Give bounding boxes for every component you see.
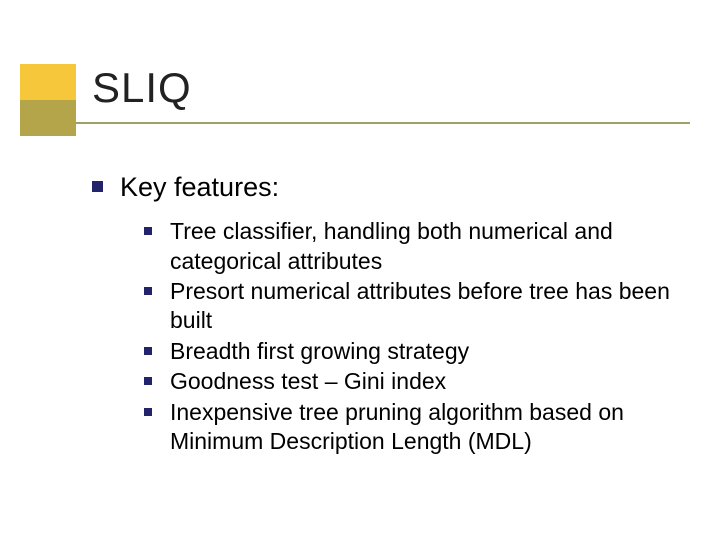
title-underline <box>76 122 690 124</box>
level2-text: Tree classifier, handling both numerical… <box>170 217 680 276</box>
bullet-level2: Tree classifier, handling both numerical… <box>144 217 680 276</box>
level2-text: Goodness test – Gini index <box>170 367 680 396</box>
title-decoration-bottom <box>20 100 76 136</box>
bullet-level1: Key features: Tree classifier, handling … <box>92 170 680 457</box>
bullet-level2: Inexpensive tree pruning algorithm based… <box>144 398 680 457</box>
content-area: Key features: Tree classifier, handling … <box>92 170 680 467</box>
square-bullet-icon <box>92 181 103 192</box>
square-bullet-icon <box>144 227 152 235</box>
square-bullet-icon <box>144 408 152 416</box>
bullet-level2: Presort numerical attributes before tree… <box>144 277 680 336</box>
square-bullet-icon <box>144 347 152 355</box>
square-bullet-icon <box>144 287 152 295</box>
slide-title: SLIQ <box>92 64 192 112</box>
title-decoration-top <box>20 64 76 100</box>
bullet-level2: Breadth first growing strategy <box>144 337 680 366</box>
level2-list: Tree classifier, handling both numerical… <box>120 217 680 457</box>
level2-text: Inexpensive tree pruning algorithm based… <box>170 398 680 457</box>
square-bullet-icon <box>144 377 152 385</box>
level2-text: Presort numerical attributes before tree… <box>170 277 680 336</box>
level1-text: Key features: <box>120 170 680 205</box>
level2-text: Breadth first growing strategy <box>170 337 680 366</box>
slide: SLIQ Key features: Tree classifier, hand… <box>0 0 720 540</box>
bullet-level2: Goodness test – Gini index <box>144 367 680 396</box>
title-area: SLIQ <box>20 64 690 144</box>
